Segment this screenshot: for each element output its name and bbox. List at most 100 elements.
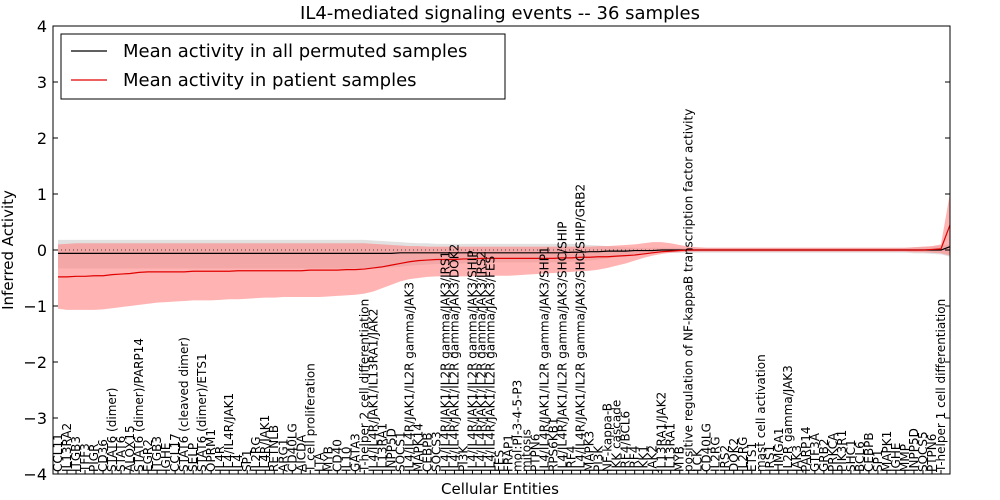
entity-label: IRS1 <box>763 445 777 472</box>
series-lines <box>58 224 951 278</box>
entity-label: ALOX15 <box>123 425 137 472</box>
chart-title: IL4-mediated signaling events -- 36 samp… <box>300 3 700 24</box>
entity-label: CCL11 <box>51 433 65 472</box>
legend-box <box>60 33 506 100</box>
entity-label: JAK3 <box>790 445 804 473</box>
entity-label: IRF4/BCL6 <box>619 411 633 472</box>
entity-label: IL10 <box>339 447 353 473</box>
entity-label: RETNLB <box>267 425 281 472</box>
entity-label: MAPK14 <box>411 423 425 472</box>
entity-label: SP1 <box>240 449 254 472</box>
entity-label: PARP14 <box>799 426 813 472</box>
entity-label: T-helper 2 cell differentiation <box>357 299 371 473</box>
y-axis-label: Inferred Activity <box>0 190 17 310</box>
entity-label: PI3K <box>592 445 606 472</box>
entity-label: RPS6KB1 <box>547 417 561 472</box>
entity-label: PTPN6 <box>529 434 543 472</box>
entity-label: GTF3A <box>808 432 822 472</box>
x-axis-ticks <box>57 470 942 474</box>
entity-label: CD40LG <box>285 423 299 472</box>
entity-label: STAT6 <box>114 436 128 472</box>
entity-label: SOCS5 <box>916 431 930 472</box>
patient-band <box>58 192 951 310</box>
entity-label: JAK2 <box>646 445 660 473</box>
entity-label: FRAP1 <box>502 434 516 472</box>
entity-label: IRF4 <box>628 446 642 472</box>
entity-label: mitosis <box>520 429 534 472</box>
entity-label: T-helper 1 cell differentiation <box>934 299 948 473</box>
entity-label: mast cell activation <box>754 354 768 472</box>
entity-label: IRF4 <box>565 446 579 472</box>
entity-label: SOCS1 <box>393 431 407 472</box>
legend-label-patient: Mean activity in patient samples <box>123 70 417 91</box>
entity-label: SP1 <box>871 450 885 473</box>
entity-label: IL4/IL4R/JAK1/IL2R gamma/JAK3 <box>402 282 416 472</box>
y-tick-label: 3 <box>37 73 47 92</box>
entity-label: INPP5D <box>384 428 398 472</box>
y-tick-label: −3 <box>23 409 47 428</box>
entity-label: mol:PI-3-4-5-P3 <box>511 380 525 472</box>
confidence-bands <box>58 192 951 310</box>
entity-label: CD40LG <box>700 423 714 472</box>
entity-label: IL4/IL4R/JAK1/IL2R gamma/JAK3/FES <box>483 256 497 472</box>
entity-label: IGHE <box>889 443 903 472</box>
legend: Mean activity in all permuted samples Me… <box>60 33 506 100</box>
entity-label: CD40 <box>330 439 344 472</box>
entity-label: ETS1 <box>745 442 759 472</box>
entity-label: IL4/IL4R/JAK1/IL2R gamma/JAK3/IRS1 <box>438 251 452 472</box>
y-tick-label: −4 <box>23 465 47 484</box>
entity-label: IL4R <box>213 446 227 472</box>
entity-label: GATA3 <box>348 433 362 472</box>
y-tick-label: −1 <box>23 297 47 316</box>
entity-label: IL4/IL4R/JAK1/IL2R gamma/JAK3/SHIP <box>465 251 479 472</box>
entity-label: IKK1 <box>637 445 651 472</box>
entity-label: IL2RG <box>736 437 750 473</box>
legend-label-permuted: Mean activity in all permuted samples <box>123 41 467 62</box>
entity-label: IL4 <box>231 454 245 472</box>
entity-label: CD36 <box>96 439 110 472</box>
y-axis-ticks: −4 −3 −2 −1 0 1 2 3 4 <box>23 17 950 484</box>
entity-label: IKK cascade <box>610 400 624 472</box>
entity-label: CCL17 <box>168 433 182 472</box>
entity-label: PIGR <box>87 444 101 472</box>
entity-label: MYB <box>321 446 335 472</box>
entity-label: PTPN6 <box>925 434 939 472</box>
y-tick-label: −2 <box>23 353 47 372</box>
y-tick-label: 2 <box>37 129 47 148</box>
entity-label: IL4/IL4R/JAK1/IL2R gamma/JAK3/SHC/SHIP/G… <box>574 184 588 472</box>
entity-label: IL2RG <box>249 436 263 472</box>
entity-label: PRKCA <box>826 432 840 472</box>
entity-label: IL13RA1 <box>664 423 678 472</box>
entity-label: IL4/IL4R/JAK1/IL2R gamma/JAK3/IRS2 <box>474 251 488 472</box>
entity-label: IL2R gamma/JAK3 <box>781 365 795 472</box>
entity-label: LTA <box>312 452 326 472</box>
entity-label: PI3K <box>456 445 470 472</box>
entity-label: IL13RA2 <box>60 423 74 472</box>
entity-label: NF-kappa-B <box>601 403 615 472</box>
entity-label: STAT6 (cleaved dimer) <box>177 337 191 472</box>
entity-label: STAT6 (dimer)/ETS1 <box>195 353 209 472</box>
entity-label: IL13RA1 <box>375 423 389 472</box>
y-tick-label: 1 <box>37 185 47 204</box>
entity-label: EGR2 <box>141 439 155 472</box>
entity-label: DOK2 <box>727 438 741 472</box>
entity-label: SHC1 <box>844 439 858 472</box>
entity-label: MMP <box>898 444 912 472</box>
entity-label: OPRM1 <box>204 429 218 472</box>
entity-label: LCK <box>691 448 705 472</box>
entity-label: AICDA <box>294 434 308 472</box>
entity-label: IL4/IL4R/JAK1/IL2R gamma/JAK3/SHP1 <box>538 246 552 472</box>
entity-label: PIK3R1 <box>835 430 849 472</box>
y-tick-label: 4 <box>37 17 47 36</box>
entity-label: T cell proliferation <box>303 363 317 473</box>
entity-label: HMGA1 <box>772 427 786 472</box>
entity-label: BCL6 <box>853 441 867 472</box>
entity-label: GRB2 <box>817 438 831 472</box>
patient-mean-line <box>58 224 951 278</box>
entity-label: MAPK3 <box>583 431 597 472</box>
entity-label: IL13RA1/JAK2 <box>655 392 669 472</box>
entity-label: IL2RG <box>709 436 723 472</box>
